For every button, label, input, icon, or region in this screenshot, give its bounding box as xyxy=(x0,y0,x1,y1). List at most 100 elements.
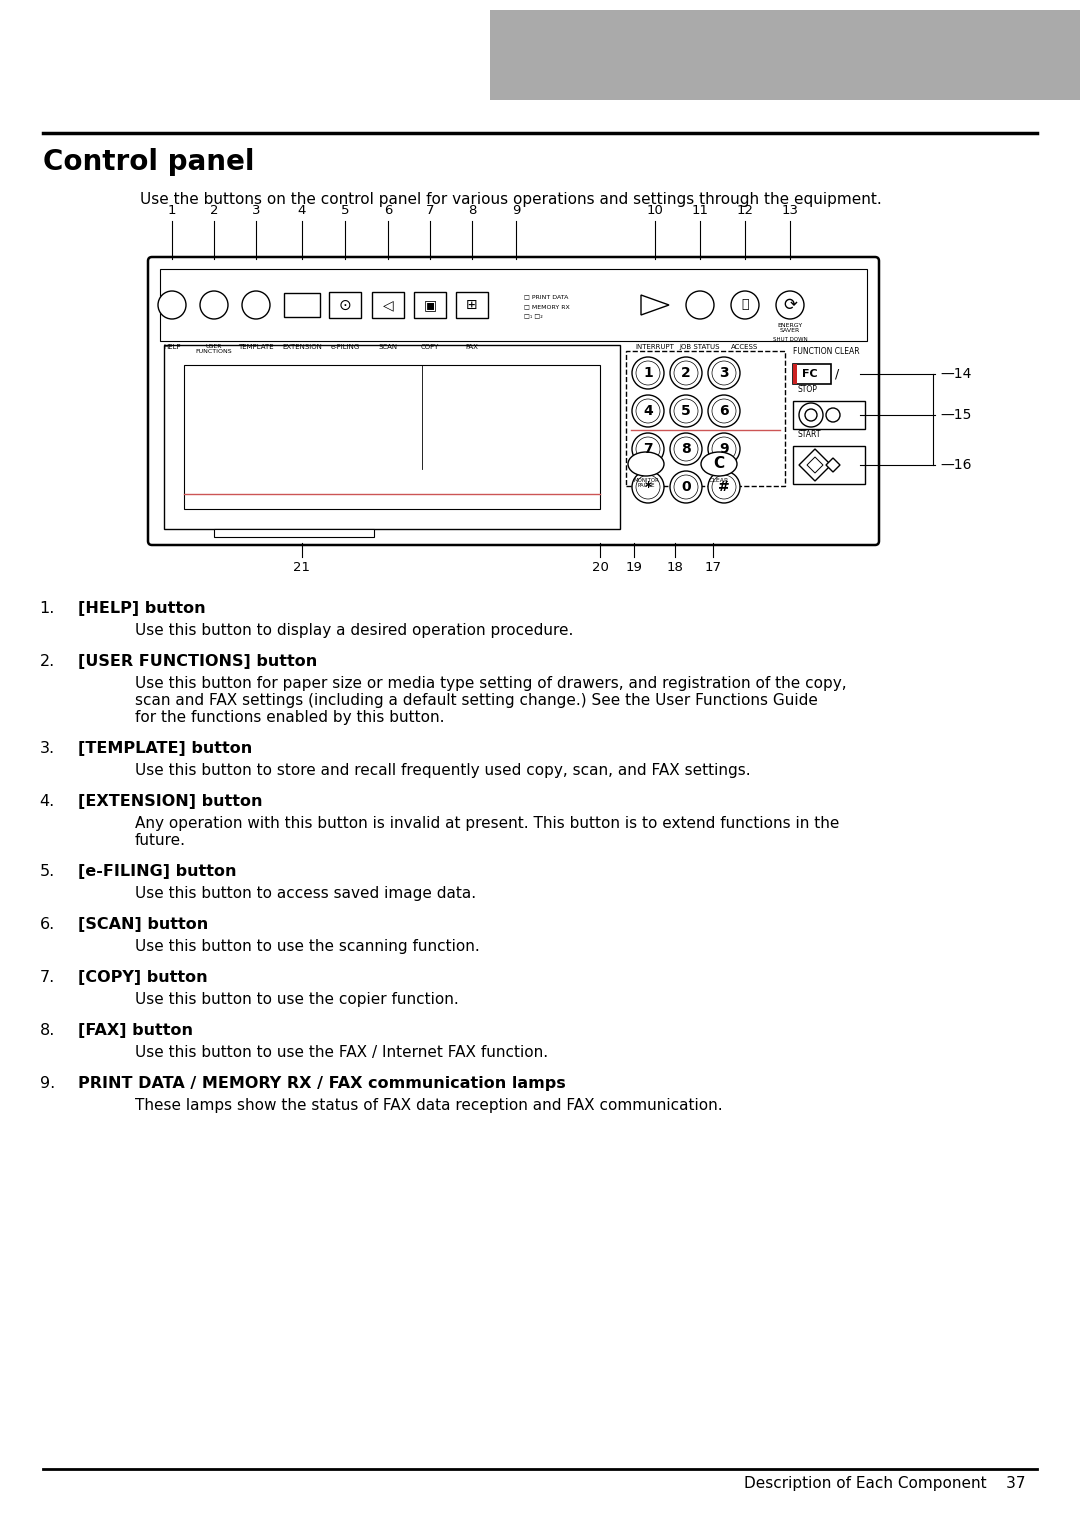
Text: *: * xyxy=(645,481,651,494)
Circle shape xyxy=(826,407,840,423)
Text: /: / xyxy=(835,368,839,380)
Ellipse shape xyxy=(627,452,664,476)
Circle shape xyxy=(670,433,702,465)
Text: 21: 21 xyxy=(294,562,311,574)
Circle shape xyxy=(632,472,664,504)
Circle shape xyxy=(200,291,228,319)
Bar xyxy=(793,401,865,429)
Circle shape xyxy=(674,362,698,385)
Circle shape xyxy=(632,395,664,427)
Text: [USER FUNCTIONS] button: [USER FUNCTIONS] button xyxy=(78,655,318,668)
Bar xyxy=(626,351,785,485)
Text: FC: FC xyxy=(802,369,818,378)
Text: □₁ □₂: □₁ □₂ xyxy=(524,314,543,319)
Text: scan and FAX settings (including a default setting change.) See the User Functio: scan and FAX settings (including a defau… xyxy=(135,693,818,708)
Text: 9: 9 xyxy=(719,443,729,456)
Circle shape xyxy=(636,398,660,423)
Circle shape xyxy=(636,362,660,385)
Circle shape xyxy=(674,436,698,461)
Text: —15: —15 xyxy=(940,407,971,423)
Text: JOB STATUS: JOB STATUS xyxy=(679,343,720,349)
Text: TEMPLATE: TEMPLATE xyxy=(239,343,274,349)
Text: START: START xyxy=(798,430,822,439)
Circle shape xyxy=(708,395,740,427)
Bar xyxy=(456,291,488,317)
Text: STOP: STOP xyxy=(798,385,818,394)
Text: 4: 4 xyxy=(298,204,307,217)
Text: 7.: 7. xyxy=(40,971,55,984)
Text: Use this button to use the scanning function.: Use this button to use the scanning func… xyxy=(135,938,480,954)
Text: for the functions enabled by this button.: for the functions enabled by this button… xyxy=(135,710,445,725)
Text: ENERGY
SAVER: ENERGY SAVER xyxy=(778,324,802,333)
Text: [EXTENSION] button: [EXTENSION] button xyxy=(78,794,262,809)
Bar xyxy=(372,291,404,317)
Text: 7: 7 xyxy=(644,443,652,456)
Text: C: C xyxy=(714,456,725,472)
Text: 3: 3 xyxy=(252,204,260,217)
Polygon shape xyxy=(826,458,840,472)
Bar xyxy=(164,345,620,530)
Bar xyxy=(490,11,1080,101)
Circle shape xyxy=(708,357,740,389)
Text: 1.: 1. xyxy=(40,601,55,617)
Text: USER
FUNCTIONS: USER FUNCTIONS xyxy=(195,343,232,354)
Text: Use this button to use the copier function.: Use this button to use the copier functi… xyxy=(135,992,459,1007)
Circle shape xyxy=(670,357,702,389)
Circle shape xyxy=(686,291,714,319)
Text: 8: 8 xyxy=(681,443,691,456)
Text: Description of Each Component    37: Description of Each Component 37 xyxy=(744,1476,1026,1491)
Text: ▣: ▣ xyxy=(423,298,436,311)
Text: ◁: ◁ xyxy=(382,298,393,311)
Bar xyxy=(414,291,446,317)
Text: Any operation with this button is invalid at present. This button is to extend f: Any operation with this button is invali… xyxy=(135,816,839,832)
Circle shape xyxy=(708,433,740,465)
Circle shape xyxy=(632,357,664,389)
Text: 1: 1 xyxy=(167,204,176,217)
Text: 3: 3 xyxy=(719,366,729,380)
Circle shape xyxy=(632,433,664,465)
Text: Use the buttons on the control panel for various operations and settings through: Use the buttons on the control panel for… xyxy=(140,192,881,208)
Bar xyxy=(284,293,320,317)
Bar xyxy=(214,530,374,537)
Polygon shape xyxy=(799,449,831,481)
Text: 18: 18 xyxy=(666,562,684,574)
Bar xyxy=(793,446,865,484)
Circle shape xyxy=(712,475,735,499)
Text: 6.: 6. xyxy=(40,917,55,932)
Bar xyxy=(329,291,361,317)
Circle shape xyxy=(777,291,804,319)
Text: 8: 8 xyxy=(468,204,476,217)
Circle shape xyxy=(799,403,823,427)
Text: □ PRINT DATA: □ PRINT DATA xyxy=(524,295,568,299)
Circle shape xyxy=(712,362,735,385)
Text: 3.: 3. xyxy=(40,742,55,755)
Text: Use this button to access saved image data.: Use this button to access saved image da… xyxy=(135,887,476,900)
Circle shape xyxy=(805,409,816,421)
Text: CLEAR: CLEAR xyxy=(708,478,729,484)
Text: SCAN: SCAN xyxy=(378,343,397,349)
Text: [COPY] button: [COPY] button xyxy=(78,971,207,984)
Circle shape xyxy=(636,475,660,499)
Bar xyxy=(184,365,600,510)
Text: 6: 6 xyxy=(383,204,392,217)
Circle shape xyxy=(636,436,660,461)
Text: 13: 13 xyxy=(782,204,798,217)
Circle shape xyxy=(712,436,735,461)
Text: Use this button to store and recall frequently used copy, scan, and FAX settings: Use this button to store and recall freq… xyxy=(135,763,751,778)
Text: 11: 11 xyxy=(691,204,708,217)
FancyBboxPatch shape xyxy=(148,256,879,545)
Text: 9: 9 xyxy=(512,204,521,217)
Text: 5: 5 xyxy=(341,204,349,217)
Text: 7: 7 xyxy=(426,204,434,217)
Bar xyxy=(793,365,797,385)
Text: ⊙: ⊙ xyxy=(339,298,351,313)
Text: #: # xyxy=(718,481,730,494)
Text: FUNCTION CLEAR: FUNCTION CLEAR xyxy=(793,346,860,356)
Bar xyxy=(160,269,867,340)
Text: —16: —16 xyxy=(940,458,972,472)
Text: [e-FILING] button: [e-FILING] button xyxy=(78,864,237,879)
Circle shape xyxy=(712,398,735,423)
Text: 6: 6 xyxy=(719,404,729,418)
Text: □ MEMORY RX: □ MEMORY RX xyxy=(524,305,570,310)
Text: HELP: HELP xyxy=(163,343,180,349)
